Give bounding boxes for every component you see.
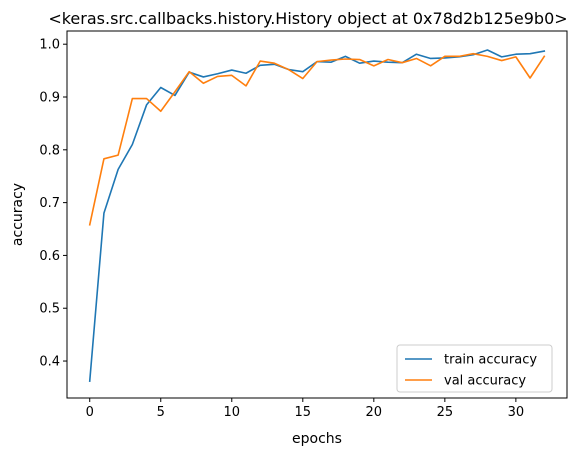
legend-box	[396, 344, 553, 393]
x-tick-label: 25	[437, 405, 454, 420]
x-tick-label: 20	[366, 405, 383, 420]
x-axis-ticks: 0 5 10 15 20 25 30	[86, 398, 525, 420]
legend-label-val-accuracy: val accuracy	[444, 374, 526, 389]
y-tick-label: 0.7	[39, 196, 60, 211]
x-tick-label: 0	[86, 405, 94, 420]
y-tick-label: 0.8	[39, 143, 60, 158]
legend-label-train-accuracy: train accuracy	[444, 353, 537, 368]
y-tick-label: 0.5	[39, 302, 60, 317]
y-tick-label: 0.4	[39, 355, 60, 370]
x-axis-title: epochs	[292, 431, 342, 447]
legend: train accuracy val accuracy	[396, 344, 553, 393]
train-accuracy-line	[88, 49, 546, 382]
y-tick-label: 0.6	[39, 249, 60, 264]
y-axis-ticks: 0.4 0.5 0.6 0.7 0.8 0.9 1.0	[39, 38, 67, 370]
chart-title: <keras.src.callbacks.history.History obj…	[48, 9, 567, 28]
x-tick-label: 30	[508, 405, 525, 420]
series-lines	[88, 49, 546, 382]
y-axis-title: accuracy	[10, 183, 26, 246]
x-tick-label: 5	[157, 405, 165, 420]
val-accuracy-line	[88, 52, 546, 226]
x-tick-label: 10	[223, 405, 240, 420]
plot-area-frame	[66, 30, 568, 399]
x-tick-label: 15	[295, 405, 312, 420]
y-tick-label: 0.9	[39, 91, 60, 106]
y-tick-label: 1.0	[39, 38, 60, 53]
